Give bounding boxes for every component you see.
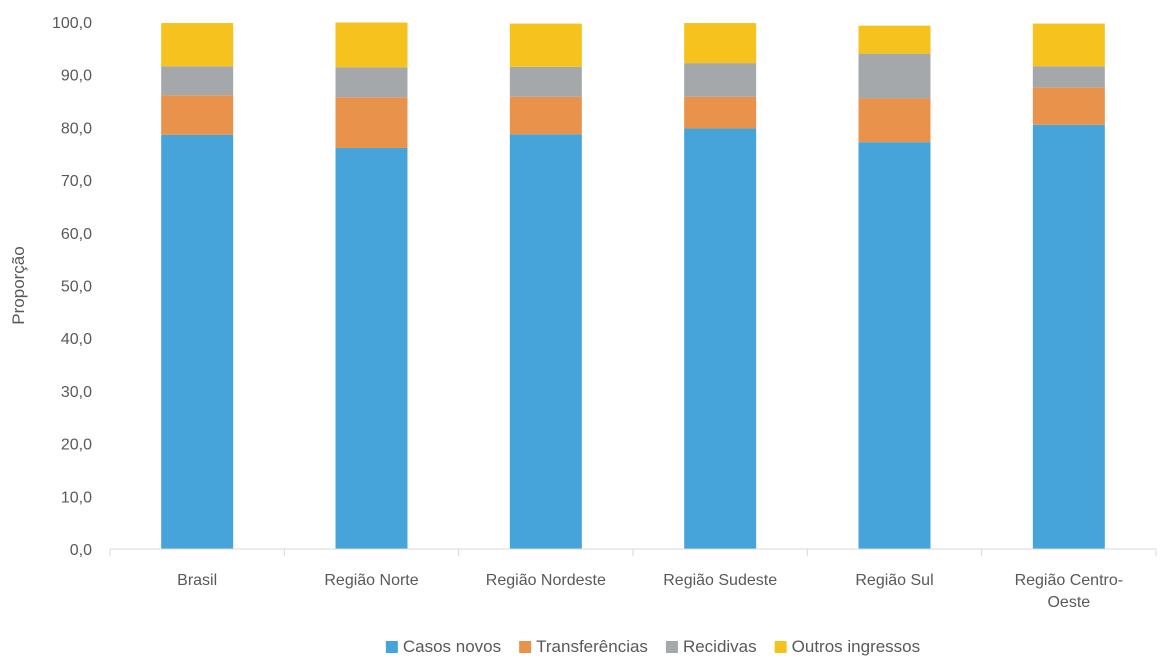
bar-segment-outros-ingressos-5 — [1033, 24, 1105, 67]
legend-swatch-casos-novos — [386, 641, 398, 653]
y-tick-label: 100,0 — [52, 15, 92, 32]
bar-segment-outros-ingressos-2 — [510, 24, 582, 67]
y-axis-title: Proporção — [9, 246, 28, 324]
x-tick-label-line: Região Nordeste — [486, 572, 606, 589]
y-tick-label: 20,0 — [61, 437, 92, 454]
x-tick-label-line: Oeste — [1047, 594, 1090, 611]
x-tick-label: Brasil — [177, 572, 217, 589]
x-tick-label-line: Região Sudeste — [663, 572, 777, 589]
x-tick-label: Região Nordeste — [486, 572, 606, 589]
y-tick-label: 60,0 — [61, 226, 92, 243]
bars — [161, 23, 1105, 549]
x-tick-label-line: Região Norte — [324, 572, 418, 589]
bar-segment-recidivas-0 — [161, 66, 233, 95]
bar-segment-recidivas-4 — [859, 54, 931, 99]
x-tick-label-line: Região Sul — [855, 572, 933, 589]
bar-segment-transferências-4 — [859, 98, 931, 142]
y-tick-label: 10,0 — [61, 489, 92, 506]
bar-segment-casos-novos-1 — [336, 148, 408, 549]
legend-label: Casos novos — [403, 637, 501, 656]
y-tick-label: 90,0 — [61, 68, 92, 85]
legend-swatch-outros-ingressos — [775, 641, 787, 653]
x-tick-label: Região Centro- Oeste — [1015, 572, 1124, 611]
legend-label: Recidivas — [683, 637, 757, 656]
y-axis-ticks: 0,0 10,0 20,0 30,0 40,0 50,0 60,0 70,0 80,0 90,0 1… — [52, 15, 92, 559]
bar-segment-transferências-2 — [510, 97, 582, 134]
bar-segment-transferências-5 — [1033, 87, 1105, 124]
legend-swatch-transferências — [519, 641, 531, 653]
bar-segment-casos-novos-0 — [161, 135, 233, 549]
bar-segment-transferências-0 — [161, 95, 233, 135]
y-tick-label: 80,0 — [61, 120, 92, 137]
bar-segment-outros-ingressos-4 — [859, 26, 931, 54]
bar-segment-transferências-1 — [336, 97, 408, 148]
bar-segment-casos-novos-4 — [859, 142, 931, 549]
bar-segment-recidivas-5 — [1033, 66, 1105, 87]
bar-segment-recidivas-1 — [336, 67, 408, 97]
bar-segment-casos-novos-2 — [510, 134, 582, 549]
y-tick-label: 50,0 — [61, 279, 92, 296]
bar-segment-outros-ingressos-0 — [161, 23, 233, 66]
x-axis — [110, 549, 1156, 556]
y-tick-label: 30,0 — [61, 384, 92, 401]
legend-swatch-recidivas — [666, 641, 678, 653]
x-tick-label: Região Sul — [855, 572, 933, 589]
x-tick-label: Região Sudeste — [663, 572, 777, 589]
x-tick-label-line: Brasil — [177, 572, 217, 589]
legend: Casos novos Transferências Recidivas Outros… — [386, 637, 920, 656]
y-tick-label: 0,0 — [70, 542, 92, 559]
y-tick-label: 70,0 — [61, 173, 92, 190]
x-tick-label-line: Região Centro- — [1015, 572, 1124, 589]
y-tick-label: 40,0 — [61, 331, 92, 348]
bar-segment-outros-ingressos-1 — [336, 23, 408, 68]
bar-segment-casos-novos-5 — [1033, 125, 1105, 549]
bar-segment-recidivas-2 — [510, 67, 582, 97]
bar-segment-casos-novos-3 — [684, 128, 756, 549]
legend-label: Transferências — [536, 637, 648, 656]
x-tick-label: Região Norte — [324, 572, 418, 589]
legend-label: Outros ingressos — [792, 637, 921, 656]
bar-segment-transferências-3 — [684, 97, 756, 129]
bar-segment-outros-ingressos-3 — [684, 23, 756, 63]
x-axis-labels: Brasil Região Norte Região Nordeste Região … — [177, 572, 1123, 611]
bar-segment-recidivas-3 — [684, 63, 756, 97]
y-axis-title-group: Proporção — [9, 246, 28, 324]
